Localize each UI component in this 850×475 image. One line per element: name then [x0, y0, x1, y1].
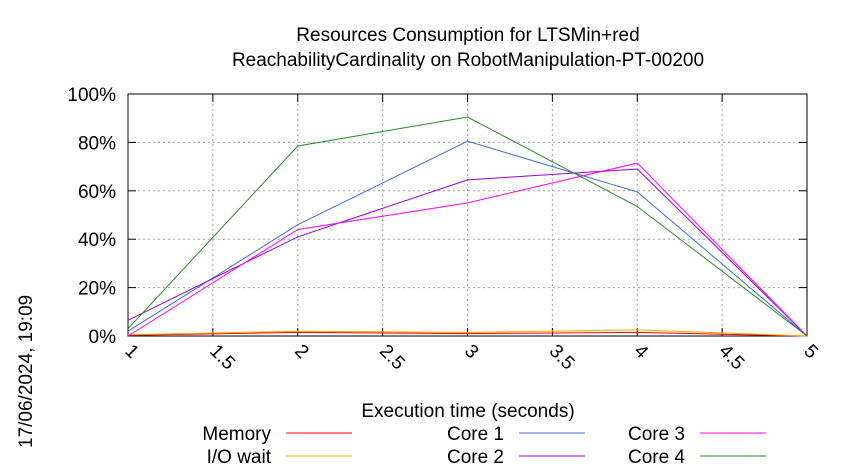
legend-label-core-1: Core 1 [447, 424, 504, 445]
y-tick-label: 20% [78, 279, 116, 300]
legend-label-core-2: Core 2 [447, 447, 504, 468]
timestamp: 17/06/2024, 19:09 [16, 295, 37, 448]
legend-label-core-4: Core 4 [628, 447, 685, 468]
x-tick-label: 4 [630, 341, 653, 364]
y-tick-label: 80% [78, 133, 116, 154]
y-tick-label: 0% [89, 327, 117, 348]
y-tick-label: 100% [67, 85, 116, 106]
x-tick-label: 1 [120, 341, 142, 363]
series-lines [127, 116, 808, 337]
x-tick-label: 4.5 [715, 341, 749, 375]
chart-title-line1: Resources Consumption for LTSMin+red [296, 25, 639, 46]
legend-label-core-3: Core 3 [628, 424, 685, 445]
series-line-memory [127, 331, 808, 337]
y-axis: 0% 20% 40% 60% 80% 100% [67, 85, 807, 348]
x-tick-label: 3.5 [545, 341, 579, 375]
x-tick-label: 1.5 [205, 341, 239, 375]
x-axis-label: Execution time (seconds) [361, 401, 574, 422]
legend-label-memory: Memory [202, 424, 271, 445]
y-tick-label: 60% [78, 182, 116, 203]
grid [128, 94, 807, 336]
series-line-core-4 [127, 116, 808, 337]
x-tick-label: 3 [460, 341, 482, 363]
series-line-core-1 [127, 140, 808, 337]
y-tick-label: 40% [78, 230, 116, 251]
x-tick-label: 5 [799, 341, 821, 363]
series-line-i-o-wait [127, 329, 808, 337]
legend-label-i-o-wait: I/O wait [207, 447, 272, 468]
x-tick-label: 2.5 [375, 341, 409, 375]
chart-title-line2: ReachabilityCardinality on RobotManipula… [232, 50, 704, 71]
series-line-core-3 [127, 162, 808, 337]
x-tick-label: 2 [290, 341, 312, 363]
